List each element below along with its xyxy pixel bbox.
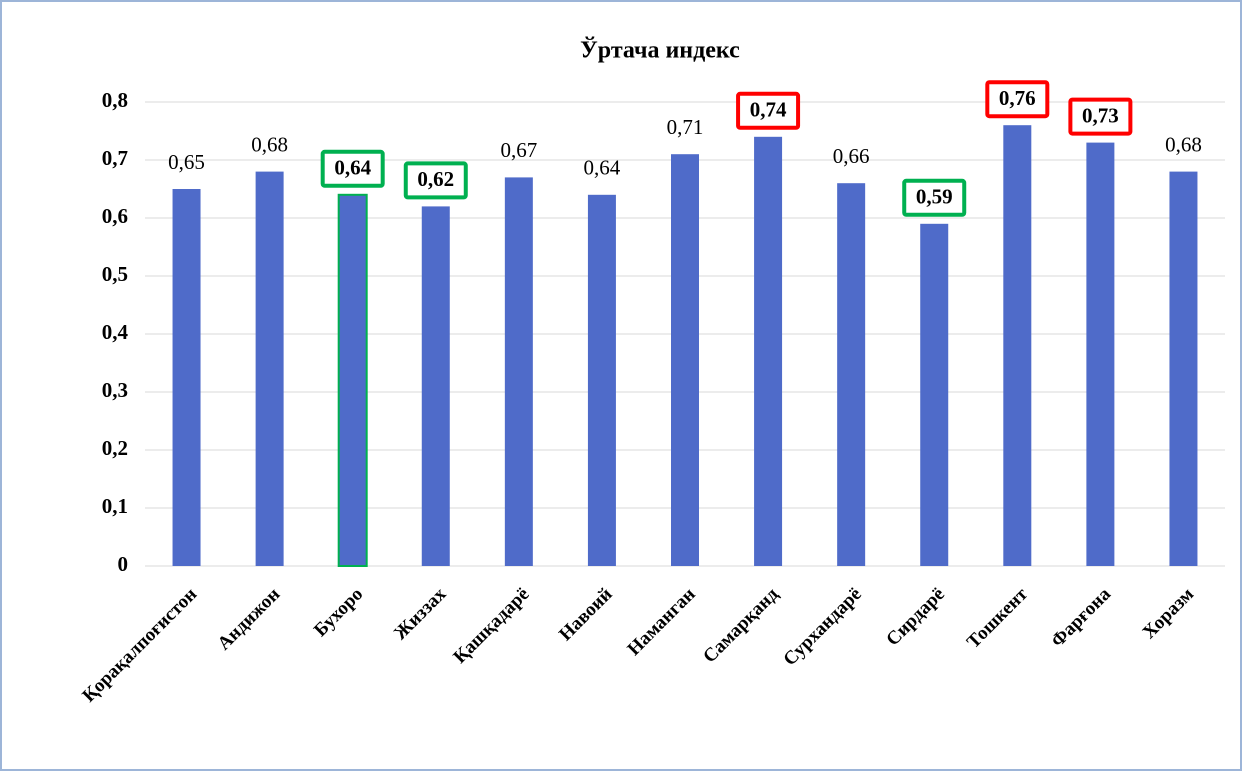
- bar: [172, 189, 201, 566]
- label-highlight-box: [403, 161, 468, 200]
- value-label: 0,65: [168, 150, 205, 174]
- bar: [754, 136, 783, 567]
- y-tick-label: 0,6: [102, 204, 128, 228]
- value-label: 0,66: [833, 144, 870, 168]
- bar: [1003, 125, 1032, 566]
- value-label: 0,68: [251, 132, 288, 156]
- value-label: 0,67: [500, 138, 537, 162]
- y-tick-label: 0,4: [102, 320, 129, 344]
- label-highlight-box: [902, 178, 967, 217]
- value-label: 0,76: [999, 86, 1036, 110]
- bar: [920, 223, 949, 567]
- bar: [337, 193, 368, 568]
- value-label: 0,71: [667, 115, 704, 139]
- y-tick-label: 0,8: [102, 88, 128, 112]
- value-label: 0,74: [750, 98, 787, 122]
- bar: [837, 183, 866, 566]
- value-label: 0,64: [584, 156, 621, 180]
- value-label: 0,62: [417, 167, 454, 191]
- value-label: 0,64: [334, 156, 371, 180]
- label-highlight-box: [736, 91, 801, 130]
- bar: [587, 194, 616, 567]
- label-highlight-box: [320, 149, 385, 188]
- y-tick-label: 0,7: [102, 146, 128, 170]
- bar: [504, 177, 533, 566]
- y-tick-label: 0,2: [102, 436, 128, 460]
- bar: [1169, 171, 1198, 566]
- value-label: 0,68: [1165, 132, 1202, 156]
- y-tick-label: 0,3: [102, 378, 128, 402]
- bar: [421, 206, 450, 566]
- y-tick-label: 0,5: [102, 262, 128, 286]
- value-label: 0,59: [916, 185, 953, 209]
- bar: [255, 171, 284, 566]
- y-tick-label: 0: [118, 552, 129, 576]
- bar: [1086, 142, 1115, 566]
- label-highlight-box: [1068, 97, 1133, 136]
- y-tick-label: 0,1: [102, 494, 128, 518]
- chart-title: Ўртача индекс: [580, 38, 740, 64]
- bar: [671, 154, 699, 566]
- label-highlight-box: [985, 80, 1050, 119]
- value-label: 0,73: [1082, 103, 1119, 127]
